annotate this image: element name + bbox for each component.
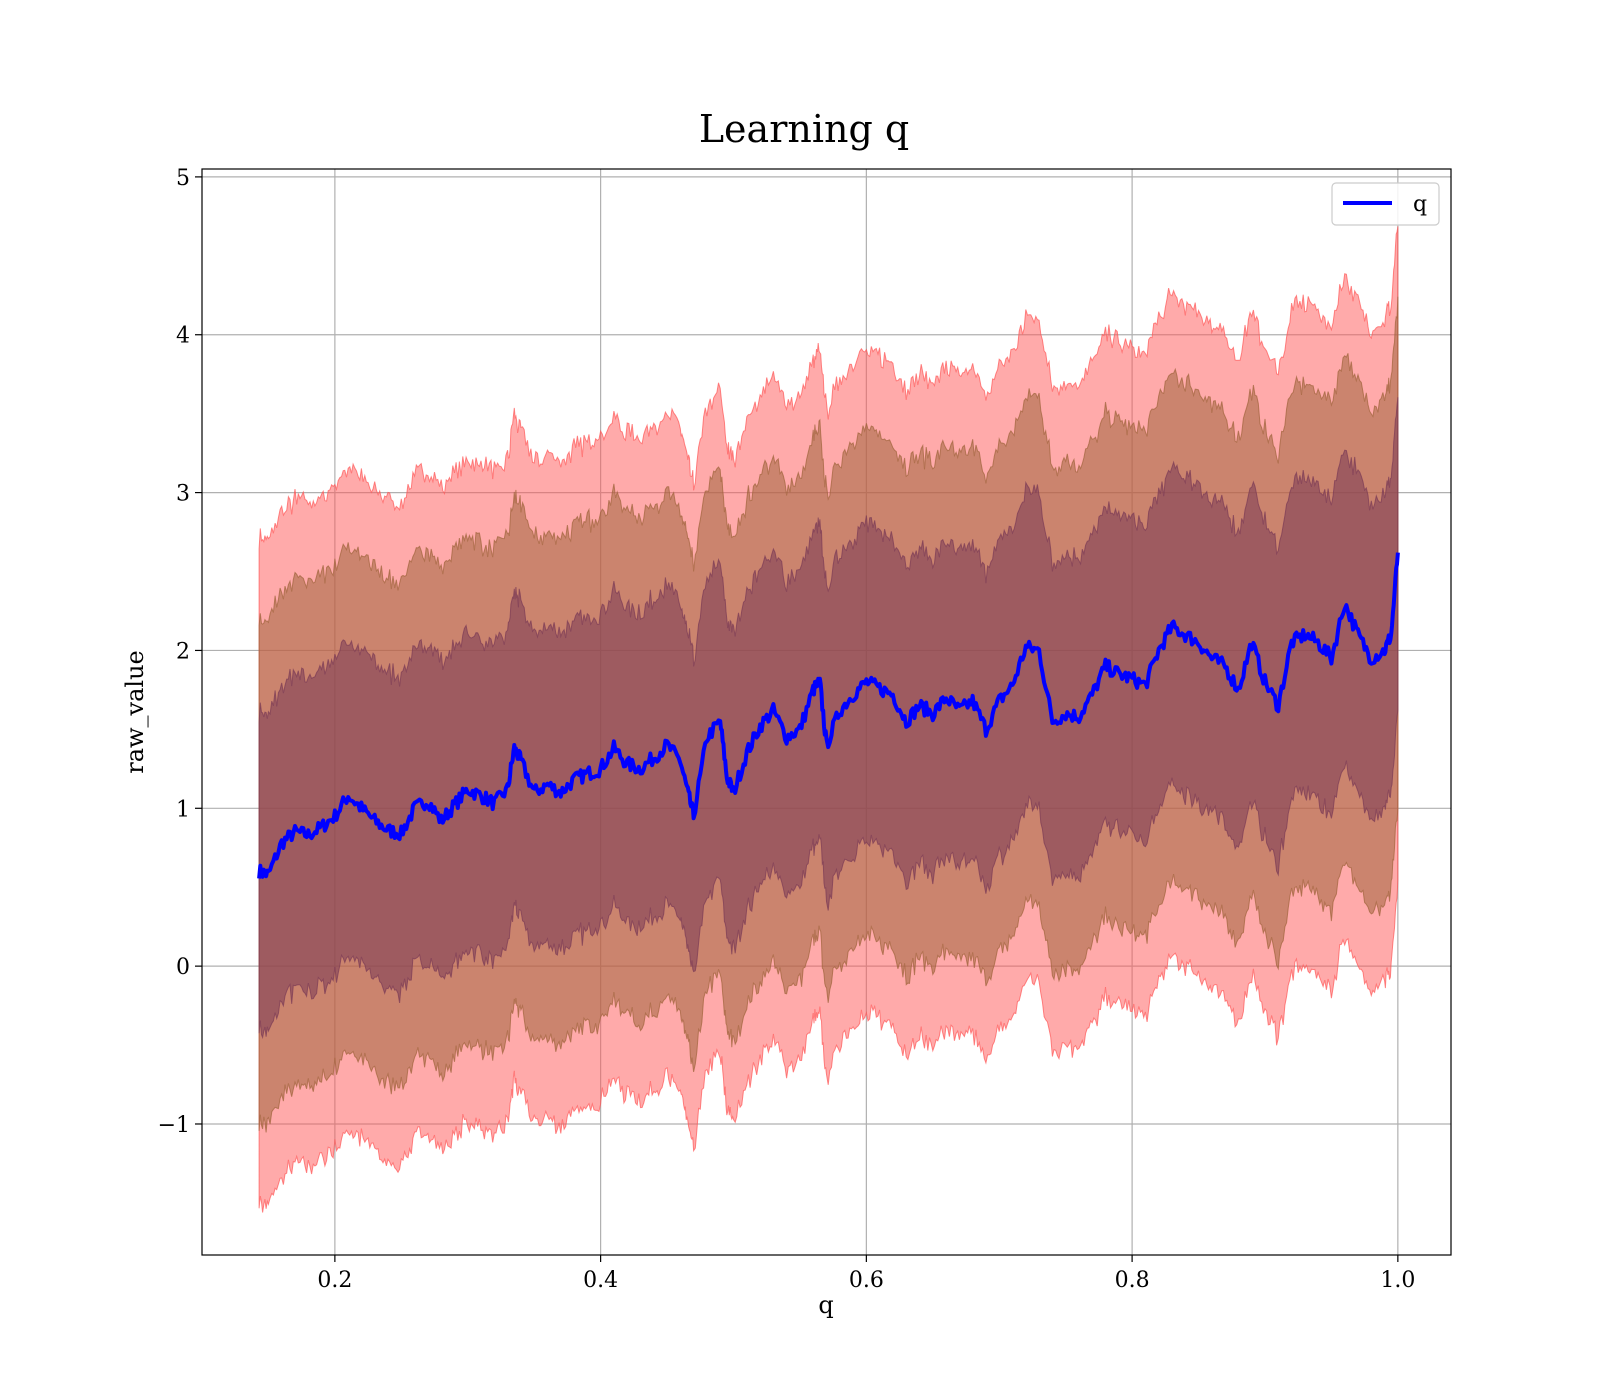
x-axis-label: q (818, 1291, 833, 1319)
y-tick-label: −1 (158, 1113, 190, 1138)
x-tick-label: 0.6 (849, 1268, 884, 1293)
y-tick-label: 1 (176, 797, 190, 822)
y-tick-label: 5 (176, 166, 190, 191)
x-tick-label: 0.8 (1115, 1268, 1150, 1293)
x-tick-label: 1.0 (1380, 1268, 1415, 1293)
y-tick-label: 2 (176, 639, 190, 664)
x-tick-label: 0.2 (317, 1268, 352, 1293)
legend-label-q: q (1413, 192, 1427, 217)
y-tick-label: 0 (176, 955, 190, 980)
y-tick-label: 4 (176, 324, 190, 349)
chart-title: Learning q (699, 107, 909, 151)
y-tick-label: 3 (176, 482, 190, 507)
y-axis-label: raw_value (121, 650, 149, 774)
x-tick-label: 0.4 (583, 1268, 618, 1293)
legend: q (1332, 183, 1439, 225)
